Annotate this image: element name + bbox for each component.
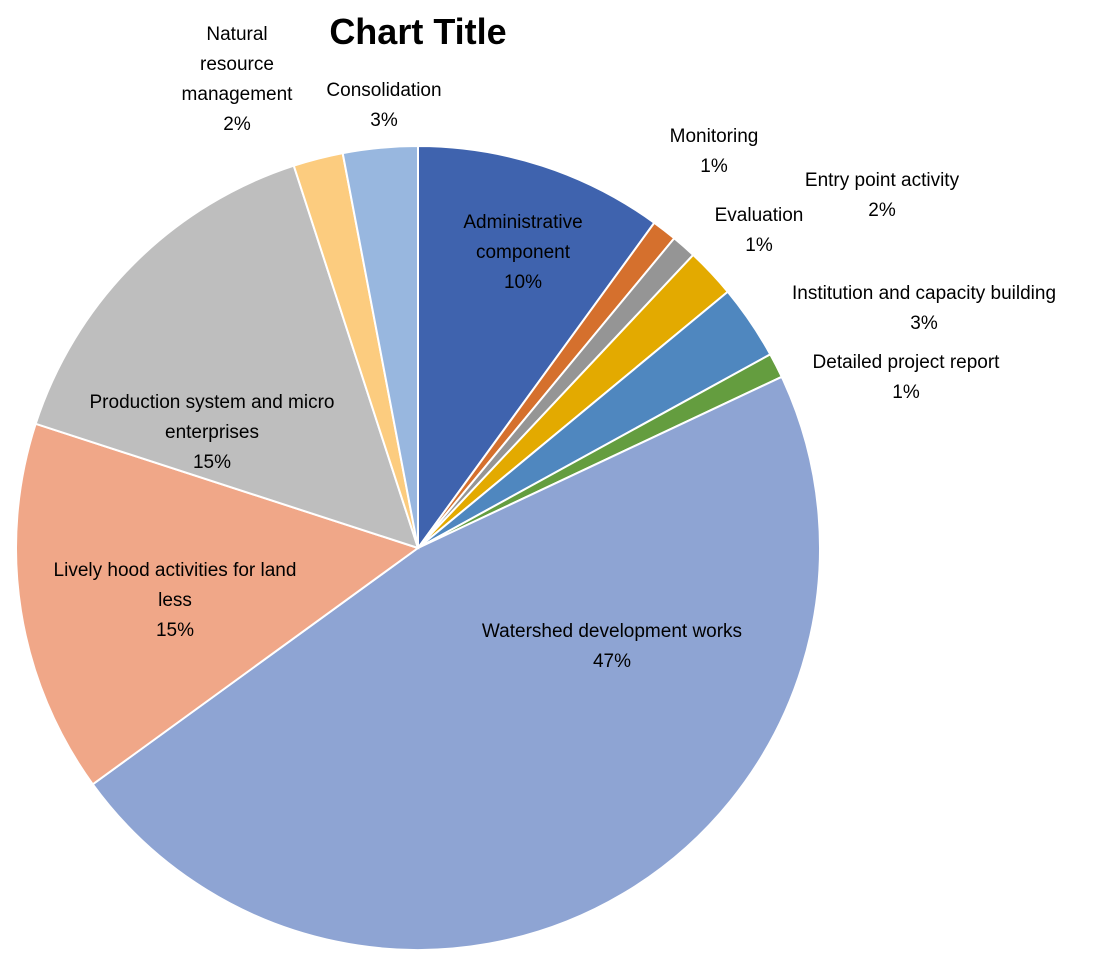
data-label-evaluation: Evaluation 1% (715, 205, 804, 256)
data-label-lively-hood-activities-for-land-less: Lively hood activities for land less 15% (54, 560, 297, 641)
pie-labels: Administrative component 10% Monitoring 1% Ev… (54, 24, 1056, 672)
slice-administrative-component (417, 144, 656, 552)
data-label-watershed-development-works: Watershed development works 47% (482, 621, 742, 672)
pie-slices (15, 144, 821, 951)
data-label-administrative-component: Administrative component 10% (463, 212, 582, 293)
data-label-production-system-and-micro-enterprises: Production system and micro enterprises 15… (90, 392, 335, 473)
data-label-natural-resource-management: Natural resource management 2% (182, 24, 294, 135)
data-label-detailed-project-report: Detailed project report 1% (813, 352, 1001, 403)
slice-lively-hood-activities-for-land-less (15, 422, 421, 786)
chart-title: Chart Title (329, 11, 506, 52)
slice-production-system-and-micro-enterprises (34, 164, 420, 550)
data-label-consolidation: Consolidation 3% (326, 80, 441, 131)
data-label-institution-and-capacity-building: Institution and capacity building 3% (792, 283, 1056, 334)
data-label-monitoring: Monitoring 1% (670, 126, 759, 177)
data-label-entry-point-activity: Entry point activity 2% (805, 170, 960, 221)
slice-consolidation (341, 144, 419, 549)
slice-watershed-development-works (91, 375, 821, 951)
